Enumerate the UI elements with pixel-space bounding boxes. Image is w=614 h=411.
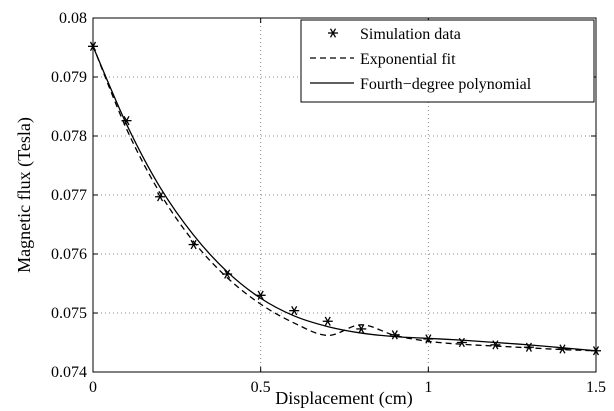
legend-label: Simulation data [360,26,461,43]
polynomial-fit-line [92,46,597,352]
simulation-data-point [155,192,166,202]
y-tick-label: 0.079 [51,69,87,86]
y-tick-label: 0.075 [51,305,87,322]
simulation-data-point [423,334,434,344]
x-tick-label: 0 [89,379,97,396]
simulation-data-point [289,305,300,316]
legend-marker-simulation [328,28,338,38]
x-tick-label: 0.5 [251,379,271,396]
simulation-data-point [356,324,367,334]
y-axis-label: Magnetic flux (Tesla) [14,117,35,273]
simulation-data-point [255,290,266,300]
tick-labels: 0 0.5 1 1.5 0.074 0.075 0.076 0.077 0.078 0.079 0.… [51,10,606,396]
y-tick-label: 0.08 [59,10,87,27]
grid [93,18,596,372]
y-tick-label: 0.077 [51,187,87,204]
y-tick-label: 0.078 [51,128,87,145]
simulation-data-point [389,330,400,340]
legend: Simulation data Exponential fit Fourth−deg… [300,19,595,103]
simulation-data-point [222,269,233,279]
simulation-data-point [456,337,467,348]
x-axis-label: Displacement (cm) [275,388,412,409]
legend-label: Fourth−degree polynomial [360,76,532,93]
series-markers [88,41,601,356]
y-tick-label: 0.076 [51,246,87,263]
y-tick-label: 0.074 [51,364,87,381]
legend-box [300,19,595,103]
x-tick-label: 1.5 [586,379,606,396]
exponential-fit-line [92,45,597,352]
simulation-data-point [322,316,333,326]
legend-label: Exponential fit [360,51,456,68]
simulation-data-point [490,340,501,350]
simulation-data-point [557,344,568,354]
x-tick-label: 1 [424,379,432,396]
simulation-data-point [121,116,132,126]
simulation-data-point [523,342,534,352]
legend-entries: Simulation data Exponential fit Fourth−deg… [310,26,532,93]
series-lines [92,45,597,352]
simulation-data-point [188,239,199,250]
